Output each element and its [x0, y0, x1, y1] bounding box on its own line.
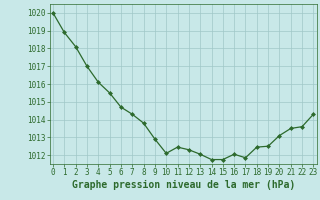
X-axis label: Graphe pression niveau de la mer (hPa): Graphe pression niveau de la mer (hPa) [72, 180, 295, 190]
